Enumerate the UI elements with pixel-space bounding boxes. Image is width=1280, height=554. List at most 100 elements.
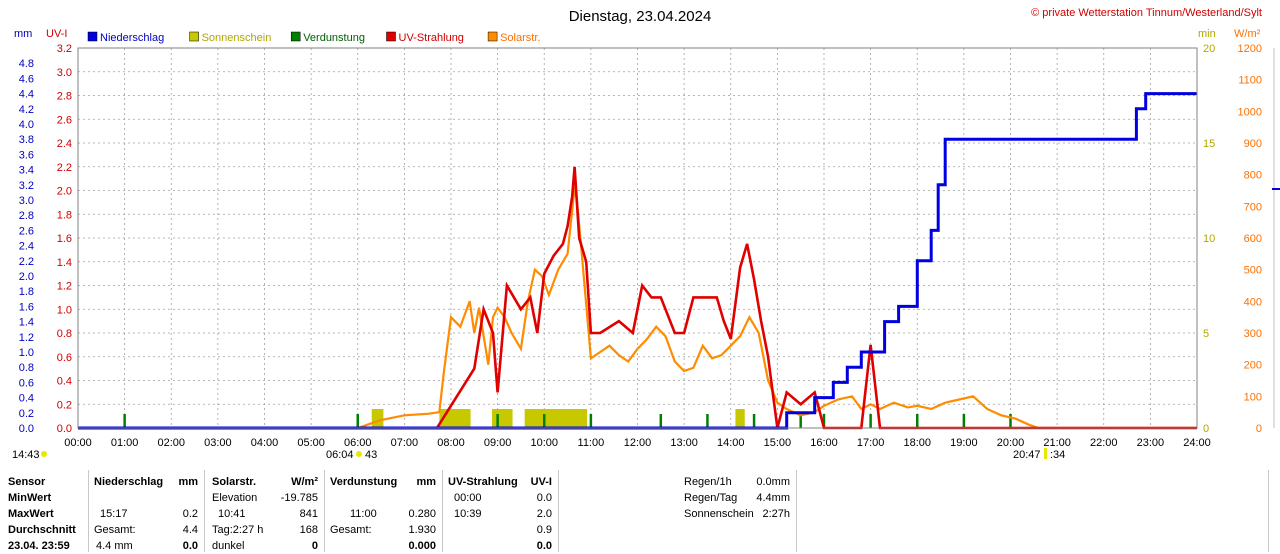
stats-evap-total-val: 1.930 <box>408 524 436 536</box>
x-tick: 09:00 <box>484 437 512 449</box>
stats-rainday-val: 4.4mm <box>756 492 790 504</box>
stats-sensor-label: Sensor <box>8 476 46 488</box>
y-tick-wm2: 400 <box>1244 296 1262 308</box>
y-tick-wm2: 100 <box>1244 391 1262 403</box>
uv-series-line <box>78 166 1197 430</box>
y-tick-wm2: 300 <box>1244 328 1262 340</box>
stats-sunshine-val: 2:27h <box>762 508 790 520</box>
y-tick-uvi: 2.0 <box>57 186 72 198</box>
y-tick-mm: 2.0 <box>19 271 34 283</box>
stats-table: Sensor MinWert MaxWert Durchschnitt 23.0… <box>0 470 1280 552</box>
x-tick: 13:00 <box>670 437 698 449</box>
stats-solar-max-time: 10:41 <box>218 508 246 520</box>
evaporation-series <box>123 414 1012 428</box>
x-tick: 14:00 <box>717 437 745 449</box>
x-tick: 01:00 <box>111 437 139 449</box>
y-tick-mm: 1.6 <box>19 301 34 313</box>
y-tick-mm: 4.2 <box>19 104 34 116</box>
sunshine-series <box>371 409 745 428</box>
y-tick-wm2: 700 <box>1244 201 1262 213</box>
y-tick-wm2: 1100 <box>1238 75 1262 87</box>
x-tick: 18:00 <box>903 437 931 449</box>
y-tick-min: 10 <box>1203 233 1215 245</box>
y-tick-uvi: 3.0 <box>57 67 72 79</box>
x-tick: 03:00 <box>204 437 232 449</box>
y-tick-mm: 3.4 <box>19 165 34 177</box>
axis-x: 00:00 01:00 02:00 03:00 04:00 05:00 06:00 07:00… <box>64 437 1211 449</box>
stats-rain-day: 4.4 mm <box>96 540 133 552</box>
stats-min-label: MinWert <box>8 492 52 504</box>
y-tick-wm2: 500 <box>1244 265 1262 277</box>
y-tick-mm: 2.6 <box>19 225 34 237</box>
y-tick-mm: 4.8 <box>19 58 34 70</box>
y-tick-uvi: 2.8 <box>57 91 72 103</box>
x-tick: 16:00 <box>810 437 838 449</box>
y-tick-mm: 2.2 <box>19 256 34 268</box>
stats-evap-total-label: Gesamt: <box>330 524 372 536</box>
axis-wm2: 0 100 200 300 400 500 600 700 800 900 1000 1100 1200 <box>1238 43 1262 435</box>
y-tick-uvi: 2.2 <box>57 162 72 174</box>
y-tick-wm2: 1200 <box>1238 43 1262 55</box>
stats-evap-head: Verdunstung <box>330 476 398 488</box>
y-tick-mm: 1.4 <box>19 317 34 329</box>
y-tick-uvi: 2.6 <box>57 114 72 126</box>
x-tick: 02:00 <box>157 437 185 449</box>
y-tick-wm2: 0 <box>1256 423 1262 435</box>
legend-swatch-solarstr <box>487 31 498 42</box>
stats-solar-current: 0 <box>311 540 318 552</box>
y-tick-mm: 0.2 <box>19 408 34 420</box>
y-tick-min: 20 <box>1203 43 1215 55</box>
y-tick-mm: 2.4 <box>19 241 34 253</box>
stats-rain-max-time: 15:17 <box>100 508 128 520</box>
y-tick-min: 5 <box>1203 328 1209 340</box>
y-tick-wm2: 200 <box>1244 360 1262 372</box>
stats-rain-current: 0.0 <box>182 540 198 552</box>
unit-mm: mm <box>14 28 32 40</box>
y-tick-mm: 1.2 <box>19 332 34 344</box>
y-tick-mm: 1.8 <box>19 286 34 298</box>
stats-uv-max-time: 10:39 <box>454 508 482 520</box>
x-tick: 11:00 <box>578 437 605 449</box>
legend-label-verdunstung: Verdunstung <box>303 32 365 44</box>
stats-rain-total-label: Gesamt: <box>94 524 136 536</box>
stats-summary: Regen/1h 0.0mm Regen/Tag 4.4mm Sonnensch… <box>684 470 792 552</box>
sunrise-after: 43 <box>365 449 377 461</box>
y-tick-uvi: 0.2 <box>57 399 72 411</box>
stats-solar-max-val: 841 <box>299 508 318 520</box>
solar-series-line <box>78 187 1197 430</box>
y-tick-wm2: 800 <box>1244 170 1262 182</box>
stats-solar: Solarstr. W/m² Elevation -19.785 10:41 8… <box>212 470 320 552</box>
x-tick: 21:00 <box>1043 437 1071 449</box>
sunset-after: :34 <box>1050 449 1065 461</box>
stats-rainday-label: Regen/Tag <box>684 492 738 504</box>
legend-label-niederschlag: Niederschlag <box>100 32 164 44</box>
sunshine-block <box>524 409 588 428</box>
y-tick-uvi: 0.6 <box>57 352 72 364</box>
y-tick-min: 15 <box>1203 138 1215 150</box>
y-tick-uvi: 3.2 <box>57 43 72 55</box>
y-tick-mm: 0.8 <box>19 362 34 374</box>
y-tick-wm2: 900 <box>1244 138 1262 150</box>
stats-evap-current: 0.000 <box>408 540 436 552</box>
copyright-text: © private Wetterstation Tinnum/Westerlan… <box>1031 7 1262 19</box>
stats-labels: Sensor MinWert MaxWert Durchschnitt 23.0… <box>8 470 88 552</box>
x-tick: 00:00 <box>64 437 92 449</box>
legend-swatch-verdunstung <box>290 31 301 42</box>
sunshine-block <box>371 409 384 428</box>
y-tick-mm: 0.6 <box>19 377 34 389</box>
sunshine-block <box>492 409 513 428</box>
stats-evap-unit: mm <box>416 476 436 488</box>
sunrise-label: 14:43 <box>12 449 40 461</box>
stats-uv-unit: UV-I <box>530 476 552 488</box>
y-tick-wm2: 600 <box>1244 233 1262 245</box>
x-tick: 17:00 <box>857 437 885 449</box>
y-tick-mm: 0.0 <box>19 423 34 435</box>
x-tick: 20:00 <box>997 437 1025 449</box>
x-tick: 19:00 <box>950 437 978 449</box>
y-tick-uvi: 1.6 <box>57 233 72 245</box>
y-tick-mm: 3.6 <box>19 149 34 161</box>
x-tick: 05:00 <box>297 437 325 449</box>
stats-uv-min-time: 00:00 <box>454 492 482 504</box>
sunset-time: 20:47 <box>1013 449 1041 461</box>
x-tick: 24:00 <box>1183 437 1211 449</box>
